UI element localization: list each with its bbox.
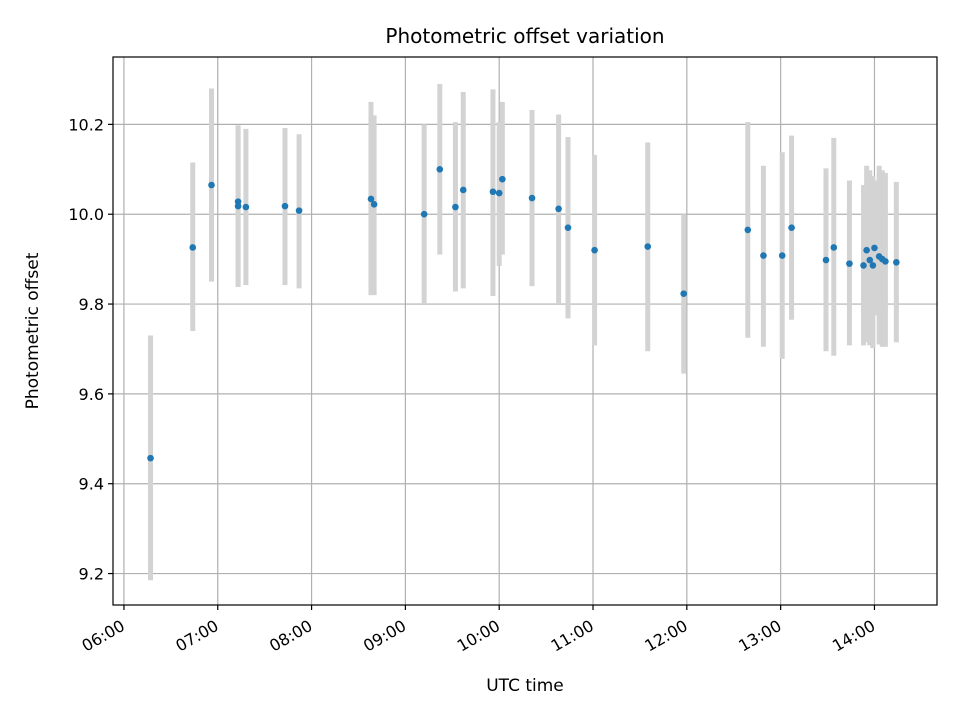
data-point	[830, 244, 838, 251]
data-point	[893, 258, 900, 266]
data-point	[564, 224, 572, 231]
data-point	[499, 175, 506, 183]
data-point	[822, 256, 830, 264]
data-point	[189, 244, 197, 251]
data-point	[452, 203, 459, 211]
y-axis-title: Photometric offset	[23, 252, 43, 409]
data-point	[242, 203, 250, 211]
data-point	[591, 246, 598, 254]
data-points	[147, 165, 900, 462]
data-point	[882, 258, 889, 265]
data-point	[281, 202, 289, 210]
data-point	[866, 256, 874, 264]
y-axis-ticks: 9.2 9.4 9.6 9.8 10.0 10.2	[68, 115, 113, 584]
data-point	[788, 224, 795, 231]
data-point	[489, 188, 497, 196]
data-point	[644, 243, 652, 250]
data-point	[370, 201, 378, 208]
data-point	[367, 195, 375, 203]
data-point	[495, 189, 503, 197]
data-point	[436, 165, 444, 173]
data-point	[744, 226, 752, 234]
data-point	[871, 244, 878, 252]
y-tick-label: 9.6	[79, 385, 104, 404]
data-point	[860, 262, 867, 269]
data-point	[863, 246, 870, 254]
data-point	[208, 181, 215, 189]
plot-frame	[112, 56, 938, 606]
data-point	[680, 290, 688, 298]
data-point	[555, 205, 562, 213]
data-point	[778, 252, 786, 259]
x-axis-title: UTC time	[486, 676, 564, 696]
data-point	[295, 207, 303, 214]
data-point	[528, 194, 536, 202]
data-point	[869, 262, 877, 269]
y-tick-label: 9.8	[79, 295, 104, 314]
y-tick-label: 9.4	[79, 475, 104, 494]
chart-title: Photometric offset variation	[385, 24, 664, 48]
data-point	[760, 252, 767, 259]
data-point	[846, 260, 853, 267]
y-tick-label: 10.2	[68, 115, 104, 134]
data-point	[420, 210, 428, 218]
y-tick-label: 9.2	[79, 565, 104, 584]
y-tick-label: 10.0	[68, 205, 104, 224]
data-point	[234, 202, 242, 210]
data-point	[147, 454, 154, 462]
data-point	[459, 186, 467, 194]
